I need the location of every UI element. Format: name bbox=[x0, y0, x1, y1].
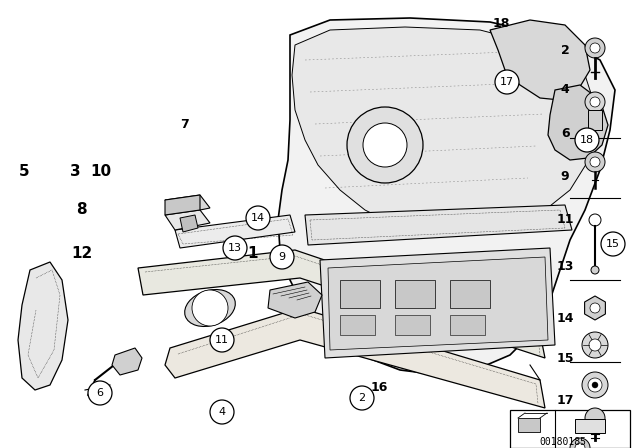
FancyBboxPatch shape bbox=[450, 315, 485, 335]
Circle shape bbox=[589, 214, 601, 226]
Circle shape bbox=[585, 38, 605, 58]
Circle shape bbox=[350, 386, 374, 410]
Circle shape bbox=[347, 107, 423, 183]
Polygon shape bbox=[548, 85, 608, 160]
Polygon shape bbox=[175, 215, 295, 248]
Circle shape bbox=[570, 438, 590, 448]
Text: 6: 6 bbox=[97, 388, 104, 398]
FancyBboxPatch shape bbox=[588, 110, 602, 130]
FancyBboxPatch shape bbox=[395, 315, 430, 335]
Text: 13: 13 bbox=[228, 243, 242, 253]
Polygon shape bbox=[292, 27, 598, 232]
Circle shape bbox=[246, 206, 270, 230]
Text: 11: 11 bbox=[215, 335, 229, 345]
FancyBboxPatch shape bbox=[575, 419, 605, 433]
Text: 12: 12 bbox=[71, 246, 93, 261]
Circle shape bbox=[88, 381, 112, 405]
Circle shape bbox=[192, 290, 228, 326]
Circle shape bbox=[210, 400, 234, 424]
Text: 18: 18 bbox=[492, 17, 510, 30]
Polygon shape bbox=[165, 195, 210, 215]
Polygon shape bbox=[165, 195, 200, 215]
Text: 13: 13 bbox=[556, 260, 574, 273]
Circle shape bbox=[590, 43, 600, 53]
Text: 3: 3 bbox=[70, 164, 81, 179]
Ellipse shape bbox=[185, 289, 236, 327]
FancyBboxPatch shape bbox=[340, 280, 380, 308]
Circle shape bbox=[590, 157, 600, 167]
Text: 17: 17 bbox=[556, 394, 574, 408]
Text: 4: 4 bbox=[561, 83, 570, 96]
Text: 14: 14 bbox=[251, 213, 265, 223]
Text: 18: 18 bbox=[580, 135, 594, 145]
Text: 00180185: 00180185 bbox=[540, 437, 586, 447]
FancyBboxPatch shape bbox=[450, 280, 490, 308]
FancyBboxPatch shape bbox=[518, 418, 540, 432]
Polygon shape bbox=[268, 282, 322, 318]
FancyBboxPatch shape bbox=[340, 315, 375, 335]
Polygon shape bbox=[138, 250, 545, 358]
Circle shape bbox=[363, 123, 407, 167]
Circle shape bbox=[582, 332, 608, 358]
Circle shape bbox=[585, 152, 605, 172]
Polygon shape bbox=[18, 262, 68, 390]
Polygon shape bbox=[165, 308, 545, 408]
Text: 2: 2 bbox=[561, 44, 570, 57]
Circle shape bbox=[210, 328, 234, 352]
FancyBboxPatch shape bbox=[510, 410, 630, 448]
Circle shape bbox=[223, 236, 247, 260]
Circle shape bbox=[585, 408, 605, 428]
Text: 1: 1 bbox=[248, 246, 258, 261]
Text: 8: 8 bbox=[77, 202, 87, 217]
Text: 6: 6 bbox=[561, 127, 570, 140]
Text: 16: 16 bbox=[370, 381, 388, 394]
Text: 10: 10 bbox=[90, 164, 112, 179]
Text: 15: 15 bbox=[556, 352, 574, 365]
Polygon shape bbox=[165, 210, 210, 230]
Text: 9: 9 bbox=[561, 169, 570, 183]
Text: 15: 15 bbox=[606, 239, 620, 249]
Polygon shape bbox=[180, 215, 198, 232]
Circle shape bbox=[495, 70, 519, 94]
Circle shape bbox=[592, 382, 598, 388]
Polygon shape bbox=[305, 205, 572, 245]
Text: 5: 5 bbox=[19, 164, 29, 179]
Text: 9: 9 bbox=[278, 252, 285, 262]
Circle shape bbox=[582, 372, 608, 398]
Text: 14: 14 bbox=[556, 311, 574, 325]
Polygon shape bbox=[328, 257, 548, 350]
Polygon shape bbox=[278, 18, 615, 375]
Polygon shape bbox=[320, 248, 555, 358]
Text: 17: 17 bbox=[500, 77, 514, 87]
Circle shape bbox=[575, 443, 585, 448]
Circle shape bbox=[588, 378, 602, 392]
Text: 4: 4 bbox=[218, 407, 225, 417]
Text: 2: 2 bbox=[358, 393, 365, 403]
Text: 11: 11 bbox=[556, 213, 574, 226]
Circle shape bbox=[589, 339, 601, 351]
Circle shape bbox=[590, 97, 600, 107]
Circle shape bbox=[585, 92, 605, 112]
Circle shape bbox=[591, 266, 599, 274]
Circle shape bbox=[575, 128, 599, 152]
Circle shape bbox=[590, 303, 600, 313]
FancyBboxPatch shape bbox=[395, 280, 435, 308]
Text: 7: 7 bbox=[180, 118, 189, 131]
Polygon shape bbox=[490, 20, 590, 100]
Circle shape bbox=[601, 232, 625, 256]
Circle shape bbox=[270, 245, 294, 269]
Polygon shape bbox=[112, 348, 142, 375]
